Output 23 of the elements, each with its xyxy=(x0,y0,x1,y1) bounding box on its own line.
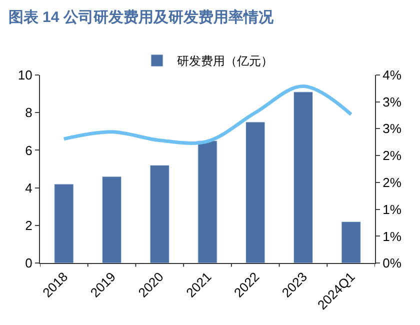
y-tick-label: 8 xyxy=(25,105,32,120)
bar xyxy=(246,122,266,263)
bar xyxy=(102,176,122,263)
y-tick-label: 10 xyxy=(18,68,32,83)
y2-tick-label: 2% xyxy=(382,148,402,163)
y2-tick-label: 1% xyxy=(382,228,402,244)
bar xyxy=(293,92,314,263)
y2-tick-label: 3% xyxy=(382,121,402,136)
bar xyxy=(341,221,361,263)
y2-tick-label: 0% xyxy=(382,256,402,271)
bar xyxy=(150,164,170,263)
y2-tick-label: 1% xyxy=(382,202,402,217)
bar xyxy=(198,140,218,263)
y-tick-label: 0 xyxy=(25,256,32,271)
y-tick-label: 4 xyxy=(25,180,32,196)
y-tick-label: 6 xyxy=(25,142,32,158)
bar xyxy=(54,184,74,263)
y2-tick-label: 2% xyxy=(382,175,402,190)
y2-tick-label: 3% xyxy=(382,94,402,110)
y-tick-label: 2 xyxy=(25,218,32,233)
y2-tick-label: 4% xyxy=(382,68,402,83)
legend-label: 研发费用（亿元） xyxy=(177,54,273,68)
chart-title: 图表 14 公司研发费用及研发费用率情况 xyxy=(8,8,274,26)
